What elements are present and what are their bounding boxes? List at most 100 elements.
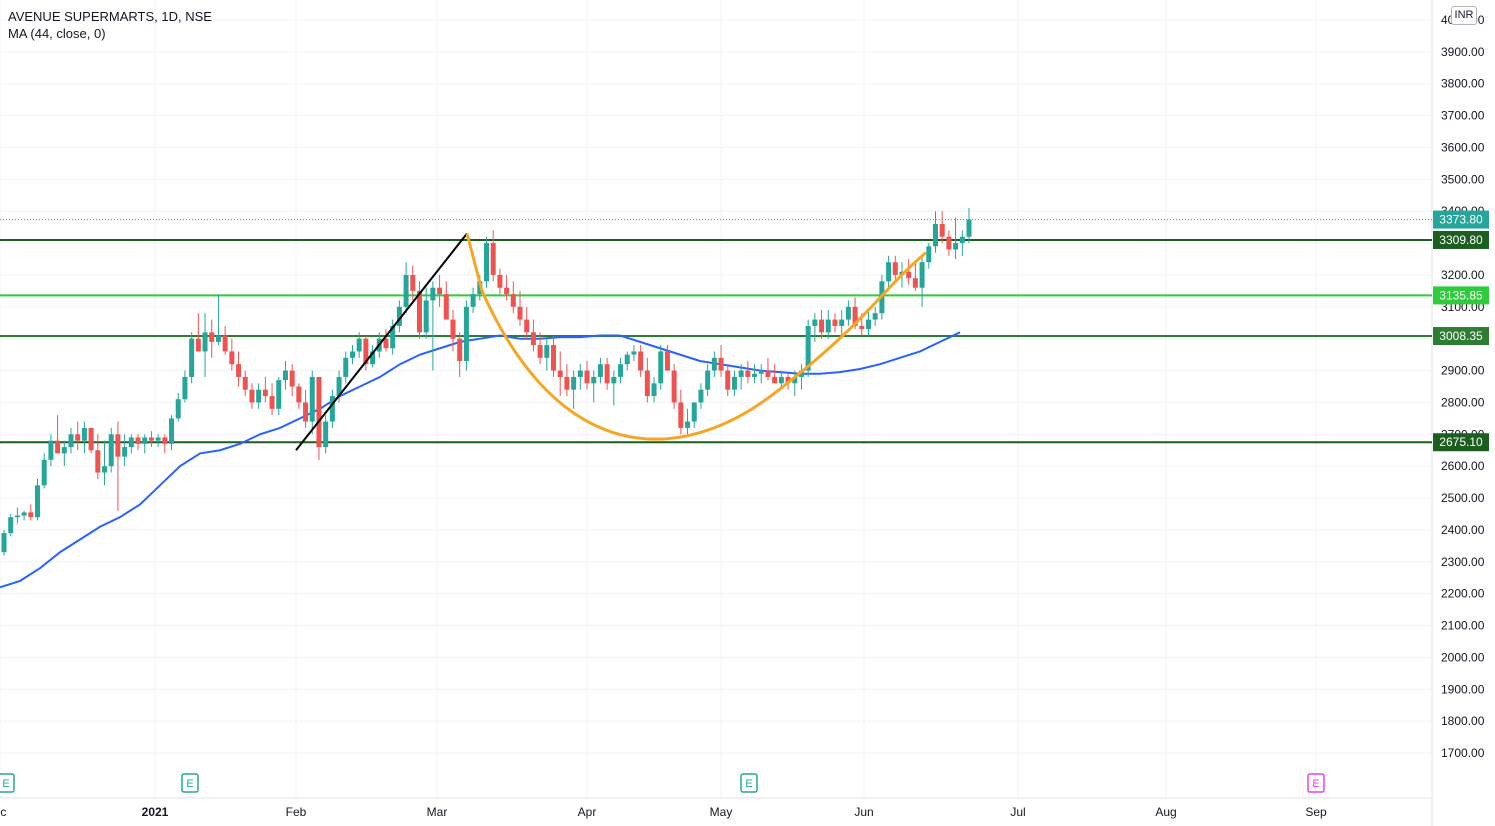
candle-body[interactable] [81,427,87,441]
candle-body[interactable] [886,262,892,282]
candle-body[interactable] [530,332,536,346]
candle-body[interactable] [792,376,798,384]
candle-body[interactable] [256,389,262,403]
candle-body[interactable] [510,294,516,307]
candle-body[interactable] [349,351,355,358]
candle-body[interactable] [88,427,94,451]
candle-body[interactable] [303,402,309,422]
candle-body[interactable] [859,325,865,330]
candle-body[interactable] [497,274,503,288]
candle-body[interactable] [946,236,952,250]
candle-body[interactable] [664,351,670,371]
candle-body[interactable] [537,345,543,358]
candle-body[interactable] [423,300,429,333]
candle-body[interactable] [309,376,315,422]
candle-body[interactable] [437,287,443,295]
candle-body[interactable] [912,278,918,288]
candle-body[interactable] [202,332,208,352]
candle-body[interactable] [296,386,302,403]
candle-body[interactable] [731,376,737,390]
candle-body[interactable] [169,418,175,444]
candle-body[interactable] [122,447,128,457]
candle-body[interactable] [336,376,342,397]
candle-body[interactable] [175,399,181,419]
candle-body[interactable] [236,364,242,377]
candle-body[interactable] [75,434,81,441]
candle-body[interactable] [778,376,784,384]
candle-body[interactable] [772,376,778,384]
candle-body[interactable] [906,271,912,279]
candle-body[interactable] [276,380,282,409]
candle-body[interactable] [765,370,771,377]
candle-body[interactable] [597,364,603,377]
candle-body[interactable] [463,306,469,362]
candle-body[interactable] [1,533,7,553]
candle-body[interactable] [939,223,945,237]
candle-body[interactable] [758,370,764,374]
candle-body[interactable] [128,437,134,448]
candle-body[interactable] [631,351,637,355]
candle-body[interactable] [564,376,570,390]
candle-body[interactable] [162,437,168,444]
candle-body[interactable] [262,389,268,397]
candle-body[interactable] [577,370,583,377]
candle-body[interactable] [222,335,228,352]
candle-body[interactable] [524,319,530,333]
earnings-marker[interactable] [740,773,758,793]
candle-body[interactable] [584,370,590,384]
candle-body[interactable] [61,447,67,454]
candle-body[interactable] [209,332,215,342]
candle-body[interactable] [457,338,463,362]
candle-body[interactable] [752,373,758,377]
candle-body[interactable] [142,437,148,444]
candle-body[interactable] [611,376,617,384]
candle-body[interactable] [323,421,329,448]
candle-body[interactable] [966,219,972,237]
candle-body[interactable] [390,325,396,349]
candle-body[interactable] [557,370,563,377]
candle-body[interactable] [651,383,657,397]
candle-body[interactable] [41,459,47,486]
cup-curve[interactable] [480,251,927,441]
candle-body[interactable] [55,440,61,454]
candle-body[interactable] [182,376,188,400]
candle-body[interactable] [95,450,101,473]
candle-body[interactable] [282,370,288,381]
candle-body[interactable] [148,437,154,441]
candle-body[interactable] [289,370,295,387]
candle-body[interactable] [671,370,677,403]
candle-body[interactable] [624,354,630,365]
candle-body[interactable] [48,440,54,460]
candle-body[interactable] [698,389,704,403]
candle-body[interactable] [678,402,684,428]
candle-body[interactable] [638,351,644,371]
candle-body[interactable] [490,243,496,275]
candle-body[interactable] [839,319,845,326]
candle-body[interactable] [658,351,664,384]
candle-body[interactable] [155,437,161,441]
candle-body[interactable] [953,243,959,250]
candle-body[interactable] [959,236,965,244]
candle-body[interactable] [725,370,731,390]
candle-body[interactable] [504,287,510,295]
candle-body[interactable] [14,515,20,518]
candle-body[interactable] [571,376,577,390]
candle-body[interactable] [35,485,41,518]
candle-body[interactable] [430,287,436,301]
candle-body[interactable] [872,313,878,320]
candle-body[interactable] [832,319,838,326]
candle-body[interactable] [343,357,349,377]
candle-body[interactable] [517,306,523,320]
trendline-drawing[interactable] [295,232,468,451]
ma-indicator-label[interactable]: MA (44, close, 0) [8,26,106,41]
candle-body[interactable] [410,274,416,291]
candle-body[interactable] [28,512,34,518]
candle-body[interactable] [604,364,610,384]
candle-body[interactable] [591,376,597,384]
candle-body[interactable] [370,351,376,365]
candle-body[interactable] [269,396,275,409]
candle-body[interactable] [919,262,925,288]
candle-body[interactable] [926,246,932,263]
candle-body[interactable] [242,376,248,390]
